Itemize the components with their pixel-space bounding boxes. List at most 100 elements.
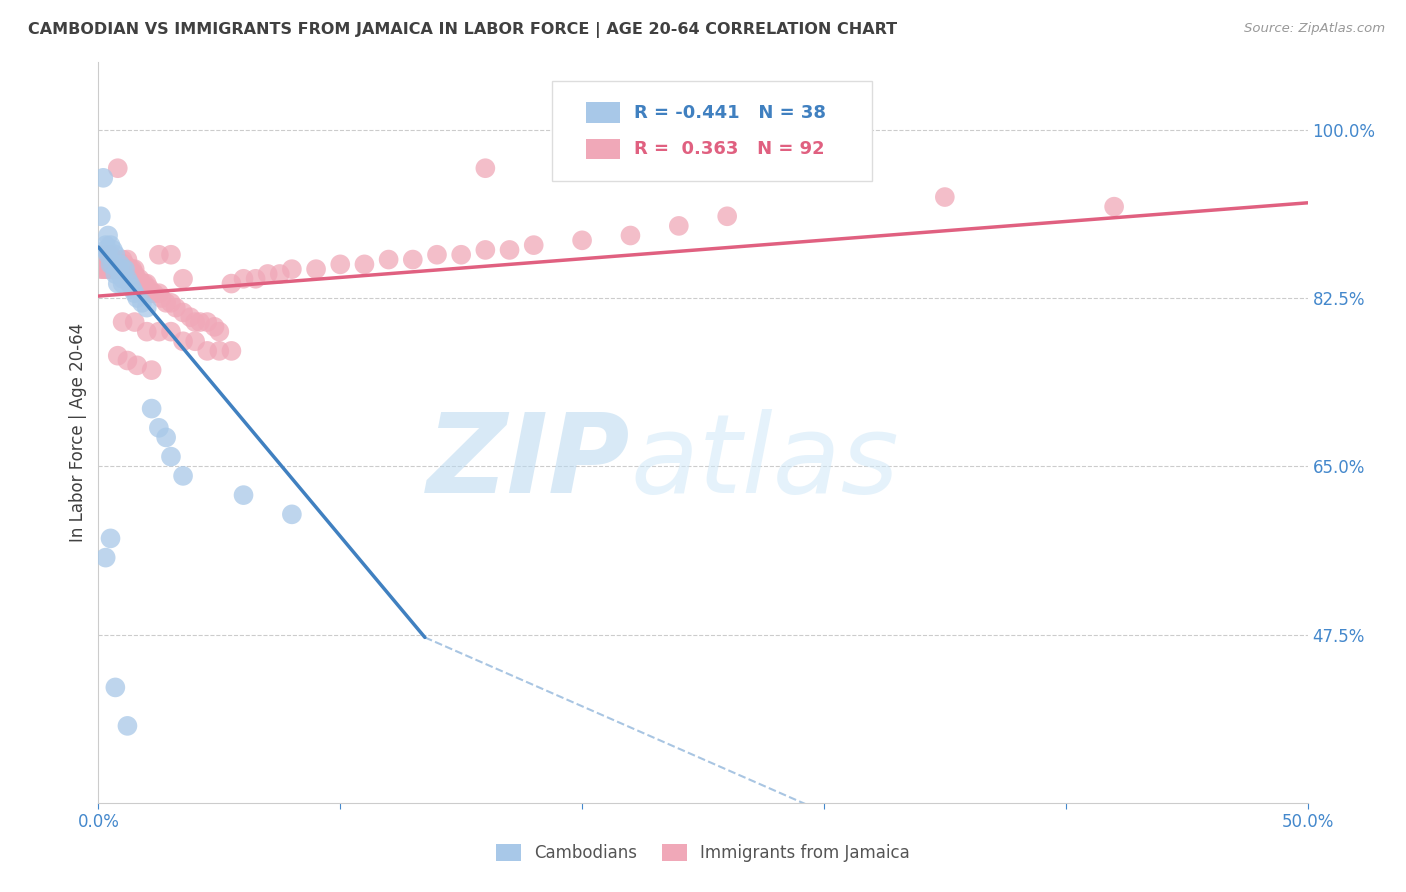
Point	[97, 262, 120, 277]
Point	[104, 681, 127, 695]
Point	[114, 262, 136, 277]
Point	[1102, 200, 1125, 214]
Point	[111, 272, 134, 286]
Point	[117, 252, 139, 267]
Point	[104, 262, 127, 277]
Point	[426, 248, 449, 262]
Point	[619, 228, 641, 243]
Point	[100, 257, 122, 271]
Y-axis label: In Labor Force | Age 20-64: In Labor Force | Age 20-64	[69, 323, 87, 542]
Point	[305, 262, 328, 277]
Point	[148, 248, 170, 262]
Point	[118, 277, 141, 291]
Point	[124, 315, 146, 329]
Point	[155, 295, 177, 310]
Point	[108, 257, 131, 271]
Point	[474, 161, 496, 176]
Point	[127, 272, 149, 286]
Point	[104, 248, 127, 262]
Point	[184, 315, 207, 329]
Point	[195, 343, 218, 358]
Text: ZIP: ZIP	[427, 409, 630, 516]
Point	[934, 190, 956, 204]
Point	[97, 248, 120, 262]
Point	[141, 401, 163, 416]
Point	[101, 252, 124, 267]
Point	[221, 343, 243, 358]
Text: CAMBODIAN VS IMMIGRANTS FROM JAMAICA IN LABOR FORCE | AGE 20-64 CORRELATION CHAR: CAMBODIAN VS IMMIGRANTS FROM JAMAICA IN …	[28, 22, 897, 38]
Point	[148, 325, 170, 339]
Point	[100, 257, 122, 271]
Point	[188, 315, 211, 329]
Point	[114, 257, 136, 271]
Point	[716, 209, 738, 223]
Point	[208, 325, 231, 339]
Point	[141, 363, 163, 377]
Point	[100, 248, 122, 262]
Point	[101, 262, 124, 277]
Point	[134, 277, 156, 291]
Point	[281, 262, 304, 277]
Point	[94, 238, 117, 252]
Point	[135, 281, 157, 295]
Point	[100, 262, 122, 277]
Point	[141, 286, 163, 301]
Point	[127, 359, 149, 373]
Point	[111, 252, 134, 267]
Point	[172, 272, 194, 286]
Point	[127, 291, 149, 305]
Point	[118, 262, 141, 277]
Point	[107, 262, 129, 277]
Point	[498, 243, 520, 257]
Point	[94, 550, 117, 565]
Point	[135, 277, 157, 291]
Point	[143, 286, 166, 301]
Point	[160, 450, 183, 464]
Point	[94, 257, 117, 271]
Point	[117, 272, 139, 286]
Point	[121, 281, 143, 295]
Point	[128, 272, 150, 286]
Point	[111, 277, 134, 291]
Point	[165, 301, 187, 315]
Point	[90, 209, 112, 223]
Point	[195, 315, 218, 329]
Point	[117, 719, 139, 733]
Point	[104, 267, 127, 281]
Point	[172, 469, 194, 483]
Point	[131, 277, 153, 291]
Bar	[586, 103, 620, 123]
Point	[121, 262, 143, 277]
Point	[94, 262, 117, 277]
Point	[450, 248, 472, 262]
Point	[131, 295, 153, 310]
Point	[91, 252, 114, 267]
Point	[94, 243, 117, 257]
Point	[111, 262, 134, 277]
Point	[90, 262, 112, 277]
Point	[107, 262, 129, 277]
Point	[90, 248, 112, 262]
Point	[117, 262, 139, 277]
Point	[107, 252, 129, 267]
Point	[221, 277, 243, 291]
Point	[97, 248, 120, 262]
Point	[353, 257, 375, 271]
Point	[160, 295, 183, 310]
Point	[160, 248, 183, 262]
Point	[91, 262, 114, 277]
Point	[668, 219, 690, 233]
Point	[124, 262, 146, 277]
Point	[155, 430, 177, 444]
Point	[108, 257, 131, 271]
Point	[377, 252, 399, 267]
Point	[108, 262, 131, 277]
Point	[232, 488, 254, 502]
Point	[172, 305, 194, 319]
Text: R =  0.363   N = 92: R = 0.363 N = 92	[634, 140, 825, 158]
Point	[100, 238, 122, 252]
Point	[91, 170, 114, 185]
Point	[104, 257, 127, 271]
Point	[150, 291, 173, 305]
Point	[281, 508, 304, 522]
